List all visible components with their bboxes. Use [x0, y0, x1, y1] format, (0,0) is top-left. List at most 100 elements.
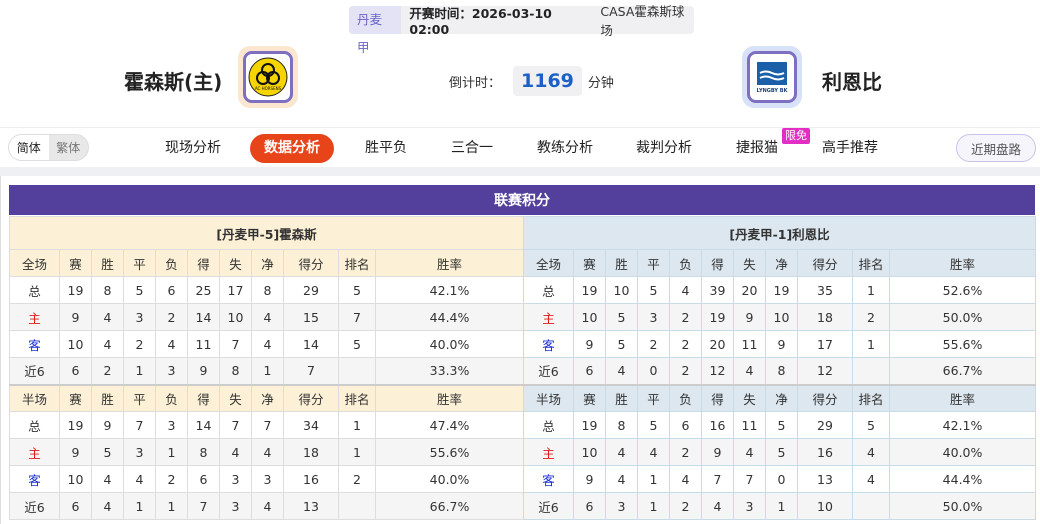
- table-row: 主 9 4 3 2 14 10 4 15 7 44.4%: [9, 303, 525, 331]
- table-cell: 2: [338, 465, 376, 493]
- tab-jiebaomao[interactable]: 捷报猫: [736, 140, 778, 156]
- table-cell: 0: [637, 357, 670, 385]
- language-toggle[interactable]: 简体 繁体: [8, 134, 89, 161]
- table-cell: 7: [219, 330, 252, 358]
- table-cell: 16: [797, 438, 853, 466]
- table-cell: 4: [91, 330, 124, 358]
- table-cell: 9: [765, 330, 798, 358]
- table-cell: 9: [733, 303, 766, 331]
- analysis-nav: 简体 繁体 现场分析 数据分析 胜平负 三合一 教练分析 裁判分析 捷报猫 高手…: [0, 127, 1040, 167]
- tab-coach-analysis[interactable]: 教练分析: [537, 140, 593, 156]
- table-cell: 10: [573, 303, 606, 331]
- table-cell: 2: [669, 438, 702, 466]
- column-header: 赛: [573, 249, 606, 277]
- tab-referee-analysis[interactable]: 裁判分析: [636, 140, 692, 156]
- column-header: 平: [637, 249, 670, 277]
- table-cell: 4: [123, 465, 156, 493]
- table-cell: 19: [59, 276, 92, 304]
- home-team-label: [丹麦甲-5]霍森斯: [8, 216, 525, 250]
- column-header: 得: [701, 383, 734, 412]
- table-cell: 3: [733, 492, 766, 520]
- table-cell: 29: [283, 276, 339, 304]
- table-cell: 42.1%: [888, 411, 1037, 439]
- row-label: 主: [523, 303, 574, 331]
- table-cell: 7: [251, 411, 284, 439]
- tab-three-in-one[interactable]: 三合一: [451, 140, 493, 156]
- table-cell: 8: [251, 276, 284, 304]
- table-cell: 3: [155, 411, 188, 439]
- table-cell: 16: [701, 411, 734, 439]
- table-cell: 5: [91, 438, 124, 466]
- table-cell: 12: [797, 357, 853, 385]
- column-header: 排名: [852, 383, 890, 412]
- table-cell: 1: [637, 465, 670, 493]
- table-cell: 9: [91, 411, 124, 439]
- table-cell: 20: [733, 276, 766, 304]
- recent-handicap-button[interactable]: 近期盘路: [956, 134, 1036, 162]
- traditional-option[interactable]: 繁体: [56, 141, 81, 155]
- column-header: 失: [219, 249, 252, 277]
- table-cell: 7: [701, 465, 734, 493]
- table-cell: 3: [123, 303, 156, 331]
- table-cell: 8: [765, 357, 798, 385]
- away-team-label: [丹麦甲-1]利恩比: [522, 216, 1037, 250]
- column-header: 赛: [59, 383, 92, 412]
- tab-live-analysis[interactable]: 现场分析: [165, 140, 221, 156]
- column-header: 得分: [283, 383, 339, 412]
- table-row: 近6 6 4 1 1 7 3 4 13 66.7%: [9, 492, 525, 520]
- table-cell: 15: [283, 303, 339, 331]
- table-cell: 3: [219, 492, 252, 520]
- table-row: 总 19 8 5 6 16 11 5 29 5 42.1%: [523, 411, 1037, 439]
- row-label: 总: [9, 276, 60, 304]
- table-cell: 3: [155, 357, 188, 385]
- table-cell: 7: [283, 357, 339, 385]
- table-cell: 4: [605, 357, 638, 385]
- table-cell: 50.0%: [888, 492, 1037, 520]
- away-team-name[interactable]: 利恩比: [822, 70, 882, 94]
- table-cell: 10: [59, 330, 92, 358]
- countdown-label: 倒计时：: [449, 75, 502, 91]
- table-cell: 1: [251, 357, 284, 385]
- column-header: 负: [669, 383, 702, 412]
- standings-section: 联赛积分 [丹麦甲-5]霍森斯 全场赛胜平负得失净得分 排名 胜率总 19 8 5 6 25 17…: [0, 176, 1040, 524]
- tab-win-draw-loss[interactable]: 胜平负: [365, 140, 407, 156]
- home-team-logo[interactable]: AC HORSENS: [238, 46, 298, 108]
- table-cell: 2: [155, 465, 188, 493]
- table-cell: 55.6%: [374, 438, 525, 466]
- table-cell: 4: [251, 438, 284, 466]
- countdown-value: 1169: [513, 66, 582, 96]
- column-header: 平: [637, 383, 670, 412]
- half-header-row: 半场赛胜平负得失净得分 排名 胜率: [9, 383, 525, 412]
- league-tag[interactable]: 丹麦甲: [349, 6, 402, 55]
- table-cell: 4: [852, 438, 890, 466]
- row-label: 总: [523, 276, 574, 304]
- table-cell: 4: [251, 330, 284, 358]
- tab-expert-picks[interactable]: 高手推荐: [822, 140, 878, 156]
- full-header-row: 全场赛胜平负得失净得分 排名 胜率: [9, 249, 525, 277]
- table-cell: 47.4%: [374, 411, 525, 439]
- table-cell: 11: [733, 411, 766, 439]
- table-cell: 9: [59, 303, 92, 331]
- table-row: 客 9 4 1 4 7 7 0 13 4 44.4%: [523, 465, 1037, 493]
- row-label: 近6: [523, 492, 574, 520]
- table-cell: 4: [251, 492, 284, 520]
- column-header: 得分: [797, 383, 853, 412]
- table-cell: 4: [733, 357, 766, 385]
- home-standings-table: [丹麦甲-5]霍森斯 全场赛胜平负得失净得分 排名 胜率总 19 8 5 6 25 17 8 29 5 4…: [8, 216, 525, 520]
- table-cell: 14: [283, 330, 339, 358]
- table-cell: 2: [123, 330, 156, 358]
- away-team-logo[interactable]: LYNGBY BK: [742, 46, 802, 108]
- table-cell: 1: [765, 492, 798, 520]
- table-cell: 9: [187, 357, 220, 385]
- table-row: 客 9 5 2 2 20 11 9 17 1 55.6%: [523, 330, 1037, 358]
- table-cell: 1: [155, 492, 188, 520]
- home-team-name[interactable]: 霍森斯(主): [124, 70, 223, 94]
- table-cell: 2: [852, 303, 890, 331]
- table-cell: 4: [251, 303, 284, 331]
- column-header: 失: [733, 249, 766, 277]
- tab-data-analysis[interactable]: 数据分析: [250, 134, 334, 163]
- table-cell: 9: [59, 438, 92, 466]
- row-label: 总: [523, 411, 574, 439]
- simplified-option[interactable]: 简体: [9, 135, 49, 160]
- table-cell: 14: [187, 303, 220, 331]
